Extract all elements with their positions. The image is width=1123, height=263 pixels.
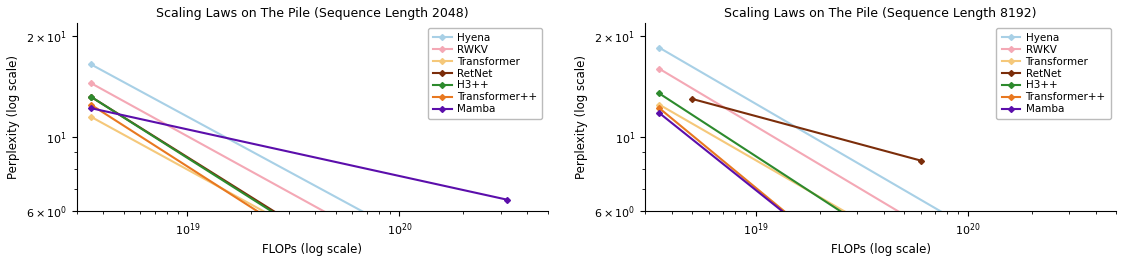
- RWKV: [898, 214, 912, 217]
- Transformer: [654, 104, 667, 107]
- Hyena: [654, 47, 667, 50]
- Transformer: [85, 116, 99, 119]
- RetNet: [330, 249, 344, 252]
- Mamba: [652, 112, 666, 115]
- Hyena: [898, 189, 912, 192]
- Title: Scaling Laws on The Pile (Sequence Length 2048): Scaling Laws on The Pile (Sequence Lengt…: [156, 7, 468, 20]
- Hyena: [652, 46, 666, 49]
- Transformer: [898, 245, 912, 248]
- Mamba: [330, 161, 344, 164]
- Transformer: [338, 254, 351, 257]
- Mamba: [84, 107, 98, 110]
- Mamba: [85, 107, 99, 110]
- Transformer++: [654, 108, 667, 111]
- Mamba: [331, 161, 345, 164]
- RWKV: [900, 215, 913, 218]
- RWKV: [907, 219, 921, 222]
- Legend: Hyena, RWKV, Transformer, RetNet, H3++, Transformer++, Mamba: Hyena, RWKV, Transformer, RetNet, H3++, …: [996, 28, 1111, 119]
- Transformer++: [84, 103, 98, 106]
- Line: RWKV: RWKV: [89, 81, 509, 263]
- Line: Transformer++: Transformer++: [89, 103, 509, 263]
- Transformer: [84, 115, 98, 118]
- RetNet: [914, 159, 928, 162]
- Line: Hyena: Hyena: [89, 62, 509, 263]
- RetNet: [85, 96, 99, 99]
- H3++: [84, 95, 98, 98]
- RetNet: [685, 97, 699, 100]
- Mamba: [460, 189, 474, 193]
- Hyena: [330, 196, 344, 199]
- Line: Mamba: Mamba: [657, 111, 1077, 263]
- Line: H3++: H3++: [657, 91, 1077, 263]
- Hyena: [435, 252, 448, 256]
- Line: Transformer: Transformer: [657, 103, 1077, 263]
- RWKV: [654, 68, 667, 71]
- Transformer: [900, 246, 913, 249]
- X-axis label: FLOPs (log scale): FLOPs (log scale): [831, 243, 931, 256]
- Transformer: [330, 250, 344, 253]
- Hyena: [331, 197, 345, 200]
- Transformer++: [331, 261, 345, 263]
- Line: Transformer: Transformer: [89, 115, 509, 263]
- RetNet: [686, 98, 700, 101]
- Hyena: [907, 194, 921, 197]
- Line: RetNet: RetNet: [89, 95, 509, 263]
- RWKV: [338, 221, 351, 225]
- RetNet: [878, 149, 892, 153]
- Mamba: [435, 184, 448, 187]
- RetNet: [338, 254, 351, 257]
- Hyena: [84, 63, 98, 66]
- Hyena: [338, 200, 351, 204]
- RetNet: [84, 95, 98, 98]
- RWKV: [652, 67, 666, 70]
- RWKV: [331, 218, 345, 221]
- Y-axis label: Perplexity (log scale): Perplexity (log scale): [7, 55, 20, 179]
- Mamba: [500, 198, 513, 201]
- RetNet: [822, 134, 836, 137]
- RetNet: [821, 134, 834, 137]
- H3++: [900, 253, 913, 256]
- H3++: [331, 252, 345, 255]
- H3++: [654, 93, 667, 96]
- Mamba: [654, 113, 667, 116]
- H3++: [652, 92, 666, 95]
- Transformer++: [652, 107, 666, 110]
- Hyena: [85, 63, 99, 67]
- RWKV: [84, 82, 98, 85]
- Hyena: [1003, 250, 1016, 253]
- Transformer: [907, 250, 921, 253]
- Y-axis label: Perplexity (log scale): Perplexity (log scale): [575, 55, 588, 179]
- Mamba: [338, 163, 351, 166]
- H3++: [907, 257, 921, 260]
- RetNet: [893, 153, 906, 156]
- RWKV: [85, 82, 99, 85]
- RetNet: [331, 250, 345, 253]
- Legend: Hyena, RWKV, Transformer, RetNet, H3++, Transformer++, Mamba: Hyena, RWKV, Transformer, RetNet, H3++, …: [428, 28, 542, 119]
- Title: Scaling Laws on The Pile (Sequence Length 8192): Scaling Laws on The Pile (Sequence Lengt…: [724, 7, 1037, 20]
- Transformer++: [330, 261, 344, 263]
- Hyena: [900, 190, 913, 193]
- Line: Hyena: Hyena: [657, 45, 1077, 263]
- Transformer++: [85, 104, 99, 107]
- Line: H3++: H3++: [89, 95, 509, 263]
- Line: Mamba: Mamba: [89, 106, 509, 202]
- X-axis label: FLOPs (log scale): FLOPs (log scale): [262, 243, 362, 256]
- H3++: [898, 252, 912, 255]
- Transformer: [331, 251, 345, 254]
- Line: RWKV: RWKV: [657, 67, 1077, 263]
- Line: Transformer++: Transformer++: [657, 106, 1077, 263]
- Line: RetNet: RetNet: [690, 97, 923, 163]
- Transformer: [652, 103, 666, 106]
- RWKV: [330, 217, 344, 220]
- H3++: [338, 256, 351, 260]
- H3++: [85, 96, 99, 99]
- RetNet: [825, 135, 839, 138]
- H3++: [330, 251, 344, 254]
